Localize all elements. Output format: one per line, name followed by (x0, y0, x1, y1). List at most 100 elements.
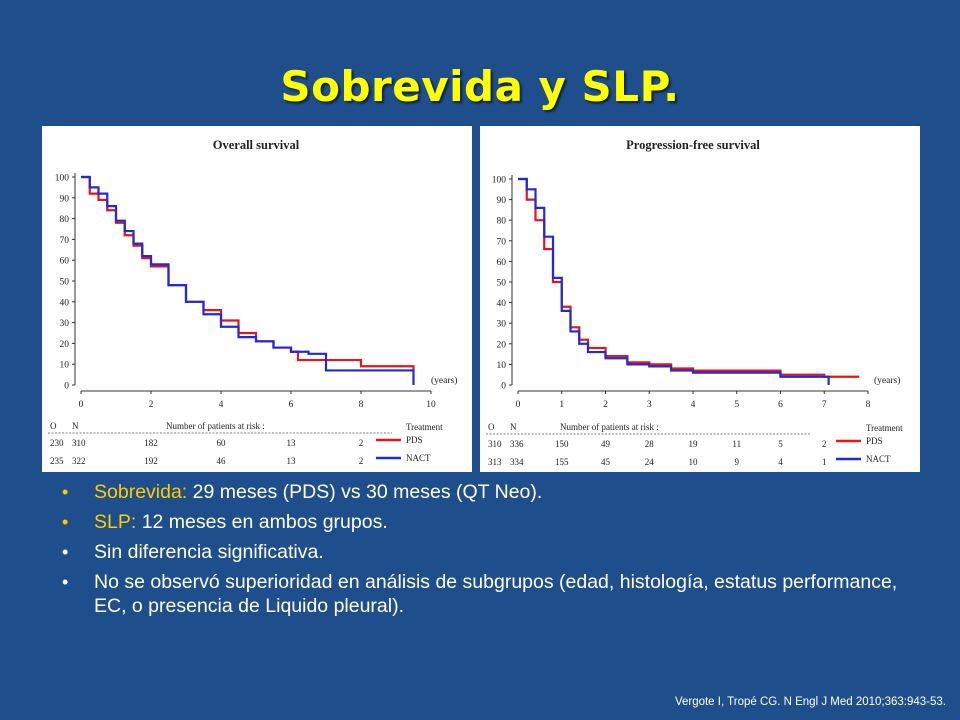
risk-events-nact: 313 (488, 457, 502, 467)
risk-count-nact: 1 (822, 457, 827, 467)
risk-events-pds: 230 (50, 438, 64, 448)
risk-header-n: N (72, 421, 79, 431)
y-tick-label: 50 (497, 279, 507, 289)
risk-count-pds: 60 (217, 438, 227, 448)
risk-count-nact: 10 (689, 457, 699, 467)
risk-count-pds: 19 (689, 439, 699, 449)
x-tick-label: 6 (289, 400, 294, 410)
risk-count-nact: 9 (735, 457, 740, 467)
risk-table-title: Number of patients at risk : (166, 421, 265, 431)
y-tick-label: 70 (497, 237, 507, 247)
risk-count-pds: 182 (144, 438, 158, 448)
citation: Vergote I, Tropé CG. N Engl J Med 2010;3… (674, 696, 946, 708)
risk-count-nact: 13 (287, 456, 297, 466)
x-axis-label: (years) (431, 375, 457, 386)
x-tick-label: 2 (149, 400, 154, 410)
risk-count-pds: 13 (287, 438, 297, 448)
risk-count-nact: 155 (555, 457, 569, 467)
y-tick-label: 10 (497, 361, 507, 371)
risk-table-title: Number of patients at risk : (560, 422, 659, 432)
x-tick-label: 1 (559, 400, 564, 410)
bullet-text: 29 meses (PDS) vs 30 meses (QT Neo). (187, 481, 543, 503)
km-curve-nact (518, 177, 830, 385)
legend-label-nact: NACT (866, 454, 891, 464)
y-tick-label: 80 (497, 217, 507, 227)
bullet-item: • No se observó superioridad en análisis… (62, 570, 922, 618)
risk-count-nact: 2 (359, 456, 364, 466)
risk-header-o: O (50, 421, 57, 431)
y-tick-label: 10 (60, 361, 70, 371)
risk-count-pds: 28 (645, 439, 655, 449)
legend-label-pds: PDS (406, 435, 423, 445)
risk-count-nact: 24 (645, 457, 655, 467)
legend-label-nact: NACT (406, 453, 431, 463)
chart-title: Overall survival (213, 138, 300, 152)
x-tick-label: 8 (866, 400, 871, 410)
legend-title: Treatment (406, 422, 443, 432)
risk-count-pds: 2 (822, 439, 827, 449)
legend-label-pds: PDS (866, 436, 883, 446)
y-tick-label: 70 (60, 236, 70, 246)
risk-n-pds: 310 (72, 438, 86, 448)
progression-free-survival-chart: Progression-free survival 0 10 20 30 40 50 60 70… (480, 126, 920, 472)
chart-title: Progression-free survival (626, 138, 760, 152)
x-tick-label: 4 (691, 400, 696, 410)
bullet-item: • Sin diferencia significativa. (62, 540, 922, 564)
bullet-highlight: SLP: (94, 511, 137, 533)
y-tick-label: 90 (497, 196, 507, 206)
risk-count-nact: 45 (601, 457, 611, 467)
x-tick-label: 7 (822, 400, 827, 410)
bullet-dot-icon: • (62, 542, 69, 562)
y-tick-label: 90 (60, 194, 70, 204)
y-tick-label: 30 (60, 319, 70, 329)
overall-survival-plot: Overall survival 0 10 20 30 40 50 60 70 80 90 100 0 2… (48, 138, 457, 466)
risk-events-pds: 310 (488, 439, 502, 449)
risk-count-pds: 49 (601, 439, 611, 449)
x-tick-label: 10 (426, 400, 436, 410)
y-tick-label: 40 (497, 299, 507, 309)
y-tick-label: 30 (497, 320, 507, 330)
legend-title: Treatment (866, 423, 903, 433)
bullet-item: • Sobrevida: 29 meses (PDS) vs 30 meses … (62, 480, 922, 504)
risk-header-n: N (510, 422, 517, 432)
y-tick-label: 0 (64, 382, 69, 392)
risk-count-nact: 46 (217, 456, 227, 466)
bullet-list: • Sobrevida: 29 meses (PDS) vs 30 meses … (62, 480, 922, 624)
y-tick-label: 100 (492, 176, 507, 186)
risk-n-nact: 322 (72, 456, 86, 466)
risk-count-pds: 11 (732, 439, 741, 449)
x-tick-label: 0 (79, 400, 84, 410)
risk-count-pds: 5 (778, 439, 783, 449)
x-tick-label: 6 (778, 400, 783, 410)
bullet-item: • SLP: 12 meses en ambos grupos. (62, 510, 922, 534)
y-tick-label: 50 (60, 278, 70, 288)
y-tick-label: 60 (497, 258, 507, 268)
x-tick-label: 8 (359, 400, 364, 410)
slide-title: Sobrevida y SLP. (280, 62, 680, 111)
bullet-text: No se observó superioridad en análisis d… (94, 571, 898, 617)
bullet-dot-icon: • (62, 572, 69, 592)
x-tick-label: 0 (516, 400, 521, 410)
bullet-text: 12 meses en ambos grupos. (136, 511, 388, 533)
risk-count-nact: 192 (144, 456, 158, 466)
risk-n-nact: 334 (510, 457, 524, 467)
km-curve-nact (81, 175, 415, 385)
y-tick-label: 100 (55, 174, 70, 184)
risk-count-nact: 4 (778, 457, 783, 467)
risk-events-nact: 235 (50, 456, 64, 466)
risk-count-pds: 150 (555, 439, 569, 449)
y-tick-label: 80 (60, 215, 70, 225)
y-tick-label: 0 (501, 382, 506, 392)
x-tick-label: 3 (647, 400, 652, 410)
x-tick-label: 4 (219, 400, 224, 410)
km-curve-pds (81, 175, 415, 371)
progression-free-survival-plot: Progression-free survival010203040506070… (486, 138, 903, 467)
x-tick-label: 2 (603, 400, 608, 410)
y-tick-label: 20 (60, 340, 70, 350)
bullet-dot-icon: • (62, 482, 69, 502)
bullet-highlight: Sobrevida: (94, 481, 188, 503)
risk-count-pds: 2 (359, 438, 364, 448)
y-tick-label: 40 (60, 298, 70, 308)
bullet-dot-icon: • (62, 512, 69, 532)
x-axis-label: (years) (874, 375, 900, 386)
